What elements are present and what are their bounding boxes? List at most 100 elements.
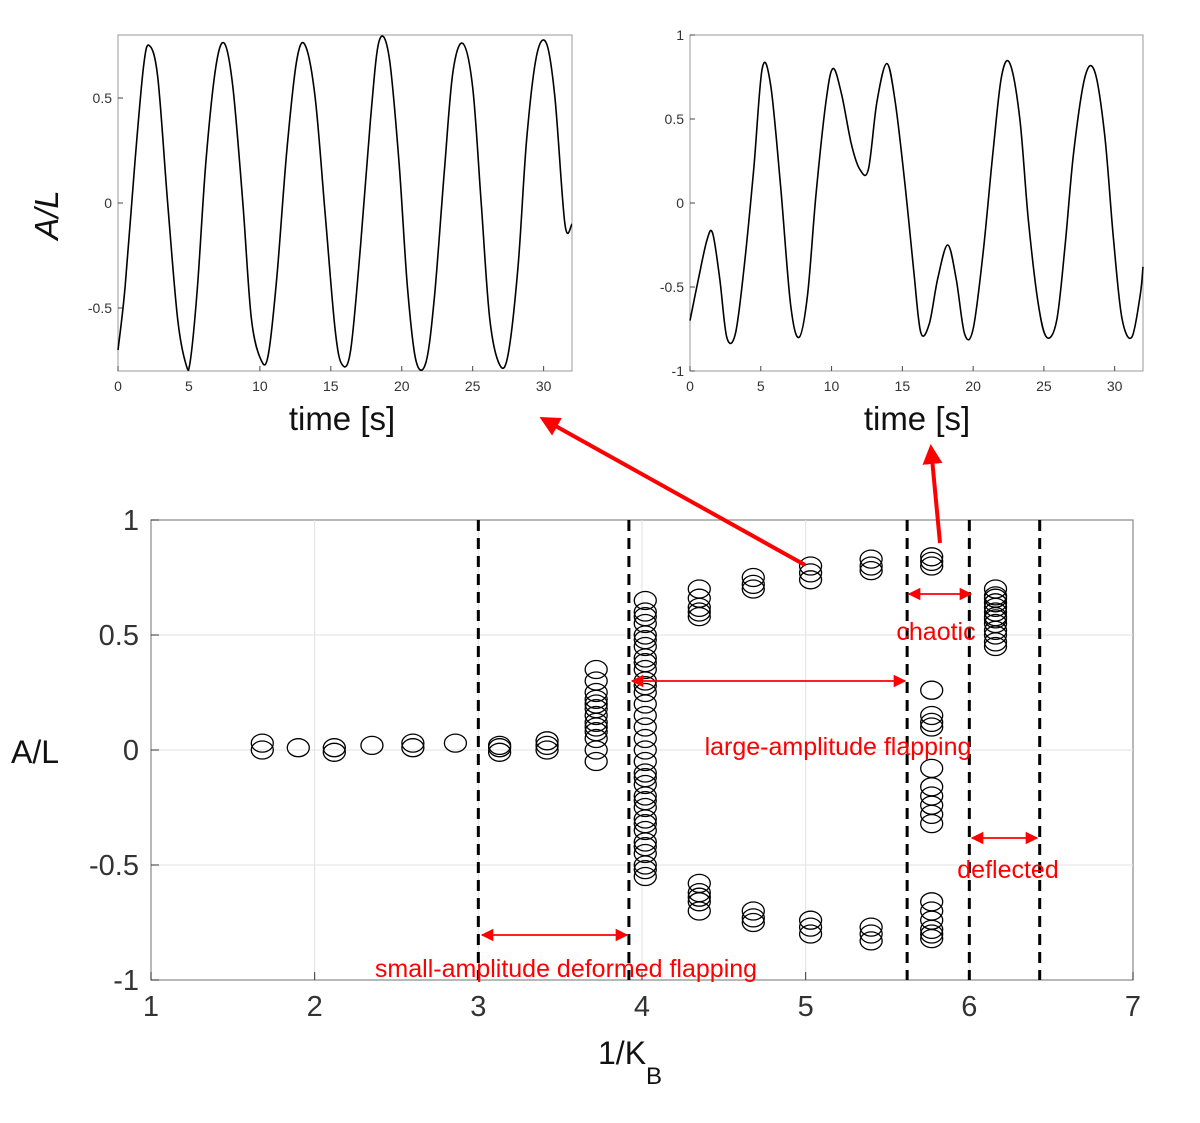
- bottom-x-tick-label: 6: [961, 991, 977, 1023]
- bottom-ticks: 1 2 3 4 5 6 7 -1 -0.5 0 0.5 1: [89, 505, 1141, 1023]
- top-right-y-tick-label: -0.5: [660, 279, 684, 295]
- bottom-x-tick-label: 3: [470, 991, 486, 1023]
- bottom-x-tick-label: 2: [307, 991, 323, 1023]
- top-right-x-tick-label: 15: [895, 378, 911, 394]
- arrow-to-periodic-panel: [539, 417, 806, 567]
- top-left-y-tick-label: -0.5: [88, 300, 112, 316]
- scatter-point: [401, 733, 425, 753]
- scatter-point: [633, 767, 657, 788]
- top-right-x-tick-label: 0: [686, 378, 694, 394]
- top-left-x-tick-label: 20: [394, 378, 410, 394]
- top-right-x-tick-label: 25: [1036, 378, 1052, 394]
- top-right-x-tick-label: 30: [1107, 378, 1123, 394]
- scatter-point: [584, 698, 608, 719]
- scatter-point: [633, 843, 657, 864]
- scatter-point: [633, 652, 657, 673]
- scatter-point: [859, 917, 883, 937]
- top-right-series-line: [689, 59, 1144, 345]
- scatter-point: [633, 859, 657, 880]
- scatter-point: [584, 751, 608, 772]
- scatter-point: [633, 717, 657, 737]
- bottom-y-tick-label: -1: [113, 965, 139, 997]
- top-left-ticks: 0 5 10 15 20 25 30 -0.5 0 0.5: [88, 90, 552, 394]
- scatter-point: [286, 738, 310, 758]
- scatter-point: [487, 742, 512, 762]
- scatter-point: [859, 560, 883, 581]
- arrow-to-chaotic-panel: [922, 444, 943, 544]
- scatter-point: [633, 606, 657, 627]
- scatter-point: [584, 712, 608, 733]
- top-left-x-axis-label: time [s]: [289, 400, 395, 437]
- scatter-point: [920, 924, 944, 944]
- scatter-point: [633, 613, 657, 634]
- scatter-point: [859, 931, 883, 951]
- scatter-point: [983, 620, 1008, 641]
- scatter-point: [584, 659, 608, 680]
- top-left-x-tick-label: 5: [185, 378, 193, 394]
- scatter-point: [535, 735, 559, 756]
- top-right-plot-frame: [689, 34, 1144, 372]
- scatter-point: [322, 738, 346, 758]
- bottom-y-axis-label: A/L: [11, 734, 59, 770]
- scatter-point: [741, 912, 765, 933]
- scatter-point: [633, 602, 657, 622]
- top-right-x-tick-label: 10: [824, 378, 840, 394]
- scatter-point: [983, 597, 1008, 618]
- bottom-x-tick-label: 5: [798, 991, 814, 1023]
- scatter-point: [633, 774, 657, 795]
- scatter-point: [687, 597, 711, 618]
- scatter-point: [920, 804, 944, 825]
- top-left-y-tick-label: 0: [104, 195, 112, 211]
- top-right-y-tick-label: 0.5: [665, 111, 685, 127]
- top-left-series-line: [117, 35, 573, 372]
- top-right-x-axis-label: time [s]: [864, 400, 970, 437]
- bottom-y-tick-label: 1: [123, 505, 139, 537]
- scatter-point: [584, 721, 608, 742]
- scatter-point: [633, 636, 657, 657]
- bottom-y-tick-label: -0.5: [89, 850, 139, 882]
- scatter-point: [633, 790, 657, 811]
- large-amplitude-annotation: large-amplitude flapping: [705, 733, 972, 761]
- scatter-point: [322, 742, 346, 762]
- scatter-point: [859, 556, 883, 576]
- scatter-point: [983, 632, 1008, 652]
- scatter-point: [633, 629, 657, 650]
- deflected-annotation: deflected: [957, 856, 1058, 884]
- scatter-point: [633, 728, 657, 749]
- scatter-point: [920, 680, 944, 700]
- top-left-panel: 0 5 10 15 20 25 30 -0.5 0 0.5 time [s] A/L: [28, 34, 573, 437]
- scatter-point: [633, 590, 657, 611]
- scatter-point: [584, 705, 608, 726]
- top-right-y-tick-label: 0: [676, 195, 684, 211]
- scatter-point: [584, 682, 608, 703]
- top-left-x-tick-label: 10: [252, 378, 268, 394]
- bottom-y-tick-label: 0.5: [99, 620, 139, 652]
- scatter-point: [920, 919, 944, 940]
- scatter-point: [633, 705, 657, 726]
- scatter-point: [633, 763, 657, 783]
- top-left-y-tick-label: 0.5: [93, 90, 113, 106]
- scatter-point: [920, 892, 944, 912]
- scatter-point: [633, 836, 657, 857]
- scatter-point: [633, 797, 657, 818]
- top-right-y-tick-label: -1: [672, 363, 685, 379]
- scatter-point: [633, 820, 657, 841]
- scatter-point: [798, 924, 823, 944]
- scatter-point: [983, 636, 1008, 657]
- scatter-point: [920, 556, 944, 576]
- scatter-point: [535, 740, 559, 760]
- scatter-point: [584, 689, 608, 710]
- bottom-x-tick-label: 1: [143, 991, 159, 1023]
- bottom-x-axis-label-subscript: B: [646, 1063, 662, 1090]
- top-right-x-tick-label: 5: [757, 378, 765, 394]
- scatter-point: [687, 602, 711, 622]
- scatter-point: [687, 901, 711, 921]
- scatter-point: [250, 740, 274, 760]
- bottom-x-tick-label: 4: [634, 991, 650, 1023]
- scatter-point: [250, 733, 274, 753]
- bottom-x-tick-label: 7: [1125, 991, 1141, 1023]
- scatter-point: [920, 928, 944, 949]
- scatter-point: [535, 731, 559, 751]
- top-left-x-tick-label: 15: [323, 378, 339, 394]
